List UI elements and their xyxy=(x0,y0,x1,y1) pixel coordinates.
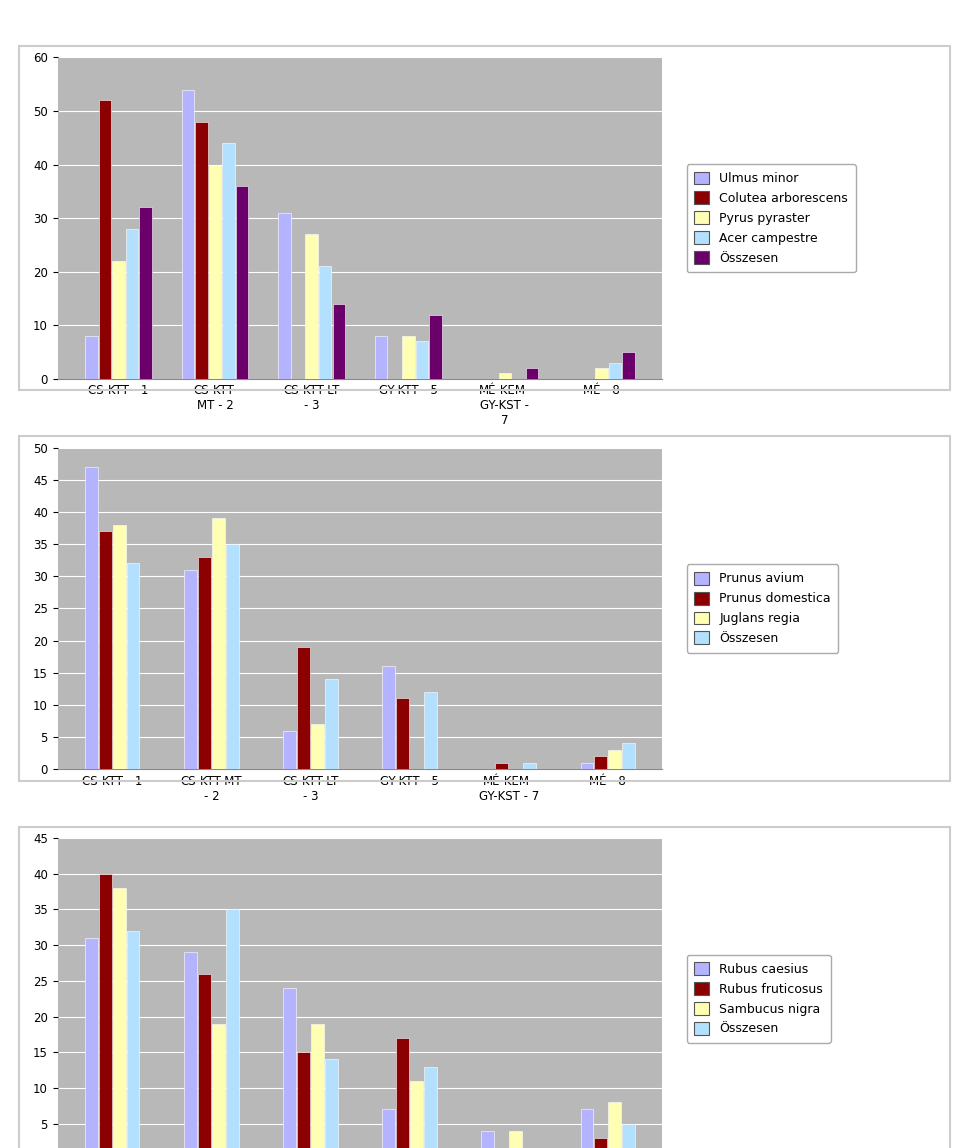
Bar xyxy=(424,692,437,769)
Bar xyxy=(526,369,539,379)
Bar xyxy=(298,1053,310,1148)
Bar xyxy=(609,750,621,769)
Bar xyxy=(595,369,608,379)
Bar xyxy=(324,680,338,769)
Legend: Ulmus minor, Colutea arborescens, Pyrus pyraster, Acer campestre, Összesen: Ulmus minor, Colutea arborescens, Pyrus … xyxy=(686,164,855,272)
Bar xyxy=(523,762,536,769)
Bar xyxy=(375,336,388,379)
Bar xyxy=(324,1060,338,1148)
Bar xyxy=(226,909,238,1148)
Bar xyxy=(127,564,139,769)
Bar xyxy=(99,874,111,1148)
Bar xyxy=(402,336,415,379)
Bar xyxy=(319,266,331,379)
Bar xyxy=(499,373,511,379)
Bar xyxy=(85,467,98,769)
Bar xyxy=(113,889,126,1148)
Bar xyxy=(99,100,111,379)
Bar xyxy=(127,931,139,1148)
Bar xyxy=(581,1109,593,1148)
Bar xyxy=(609,363,621,379)
Bar xyxy=(139,208,152,379)
Bar xyxy=(311,1024,324,1148)
Bar xyxy=(298,647,310,769)
Bar xyxy=(181,90,194,379)
Bar xyxy=(99,532,111,769)
Bar xyxy=(278,212,291,379)
Bar xyxy=(198,974,211,1148)
Bar xyxy=(495,762,508,769)
Bar xyxy=(212,1024,225,1148)
Bar xyxy=(594,1138,607,1148)
Bar xyxy=(622,352,635,379)
Bar xyxy=(184,953,197,1148)
Bar xyxy=(581,762,593,769)
Bar xyxy=(212,519,225,769)
Bar xyxy=(209,164,221,379)
Bar xyxy=(382,666,396,769)
Bar xyxy=(594,757,607,769)
Bar xyxy=(396,1038,409,1148)
Bar xyxy=(283,988,296,1148)
Bar xyxy=(226,544,238,769)
Bar xyxy=(396,698,409,769)
Bar xyxy=(195,122,207,379)
Bar xyxy=(236,186,249,379)
Bar xyxy=(382,1109,396,1148)
Bar xyxy=(410,1081,422,1148)
Bar xyxy=(126,228,138,379)
Bar xyxy=(482,1131,494,1148)
Bar xyxy=(223,144,235,379)
Bar xyxy=(509,1131,522,1148)
Bar xyxy=(198,557,211,769)
Bar xyxy=(429,315,442,379)
Legend: Rubus caesius, Rubus fruticosus, Sambucus nigra, Összesen: Rubus caesius, Rubus fruticosus, Sambucu… xyxy=(686,955,830,1042)
Bar xyxy=(85,336,98,379)
Bar xyxy=(424,1066,437,1148)
Bar xyxy=(283,730,296,769)
Bar xyxy=(332,304,345,379)
Bar xyxy=(622,744,635,769)
Bar xyxy=(609,1102,621,1148)
Bar xyxy=(184,569,197,769)
Bar xyxy=(622,1124,635,1148)
Bar xyxy=(311,724,324,769)
Bar xyxy=(85,938,98,1148)
Bar xyxy=(305,234,318,379)
Bar xyxy=(113,525,126,769)
Legend: Prunus avium, Prunus domestica, Juglans regia, Összesen: Prunus avium, Prunus domestica, Juglans … xyxy=(686,565,838,652)
Bar xyxy=(416,341,428,379)
Bar xyxy=(112,261,125,379)
